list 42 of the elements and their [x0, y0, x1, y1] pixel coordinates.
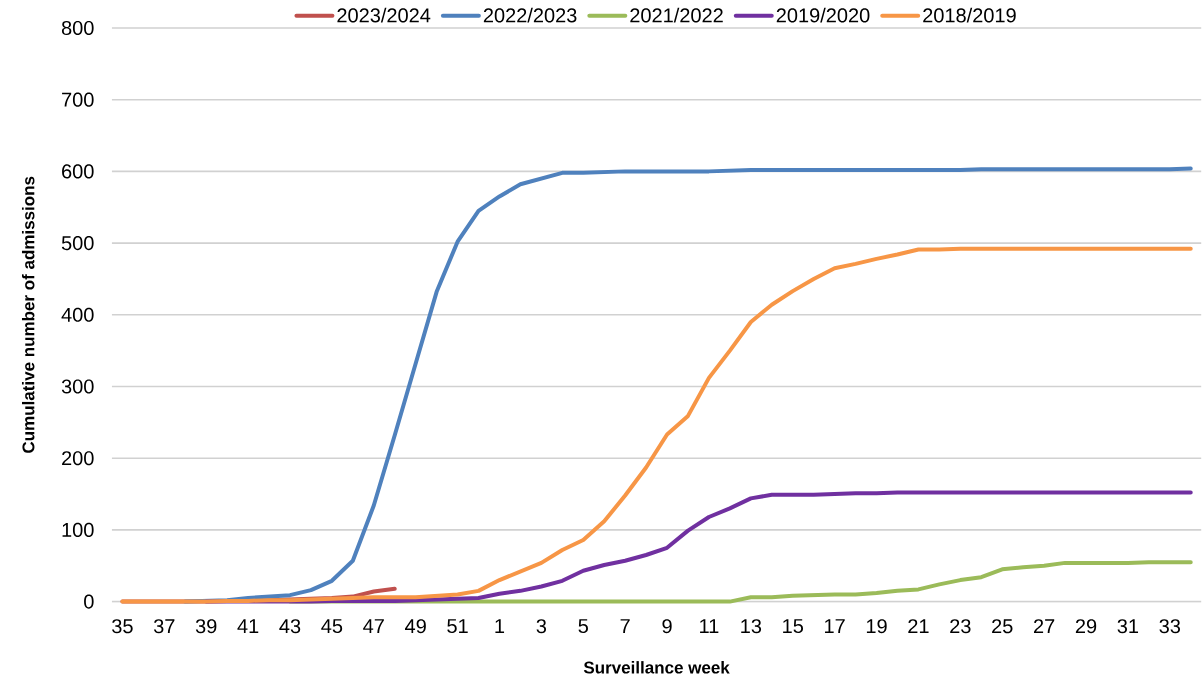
legend-label: 2023/2024 [337, 8, 431, 23]
y-tick-label: 800 [61, 21, 94, 36]
x-tick-label: 17 [825, 619, 845, 634]
x-tick-label: 31 [1117, 619, 1139, 634]
x-tick-label: 1 [495, 619, 505, 634]
x-tick-label: 41 [237, 619, 259, 634]
legend-label: 2019/2020 [776, 8, 870, 23]
x-tick-label: 9 [662, 619, 672, 634]
x-tick-label: 43 [279, 619, 301, 634]
y-tick-label: 400 [61, 307, 94, 323]
x-tick-label: 19 [866, 619, 887, 634]
y-axis-title: Cumulative number of admissions [21, 176, 35, 454]
legend-label: 2018/2019 [923, 8, 1016, 23]
x-tick-label: 13 [741, 619, 762, 634]
legend-label: 2021/2022 [630, 8, 723, 23]
x-tick-label: 5 [578, 619, 588, 634]
x-tick-label: 7 [620, 619, 630, 634]
x-tick-label: 33 [1159, 619, 1181, 634]
x-tick-label: 3 [536, 619, 547, 634]
x-axis-title: Surveillance week [583, 661, 730, 674]
x-tick-label: 23 [950, 619, 971, 634]
x-tick-label: 29 [1075, 619, 1097, 634]
x-tick-label: 47 [363, 619, 384, 634]
x-tick-label: 11 [700, 619, 719, 634]
x-tick-label: 37 [153, 619, 175, 634]
x-tick-label: 21 [908, 619, 929, 634]
y-tick-label: 200 [62, 451, 94, 466]
x-tick-label: 39 [195, 619, 217, 634]
legend-label: 2022/2023 [483, 8, 577, 23]
y-tick-label: 600 [62, 164, 94, 179]
x-tick-label: 15 [783, 619, 804, 634]
x-tick-label: 27 [1033, 619, 1055, 634]
x-tick-label: 35 [112, 619, 133, 634]
x-tick-label: 51 [447, 619, 468, 634]
x-tick-label: 25 [992, 619, 1013, 634]
y-tick-label: 700 [62, 92, 94, 107]
y-tick-label: 500 [61, 236, 94, 251]
x-tick-label: 49 [405, 619, 426, 634]
y-tick-label: 300 [61, 379, 94, 394]
y-tick-label: 100 [62, 523, 94, 538]
y-tick-label: 0 [84, 594, 94, 609]
x-tick-label: 45 [321, 619, 343, 634]
